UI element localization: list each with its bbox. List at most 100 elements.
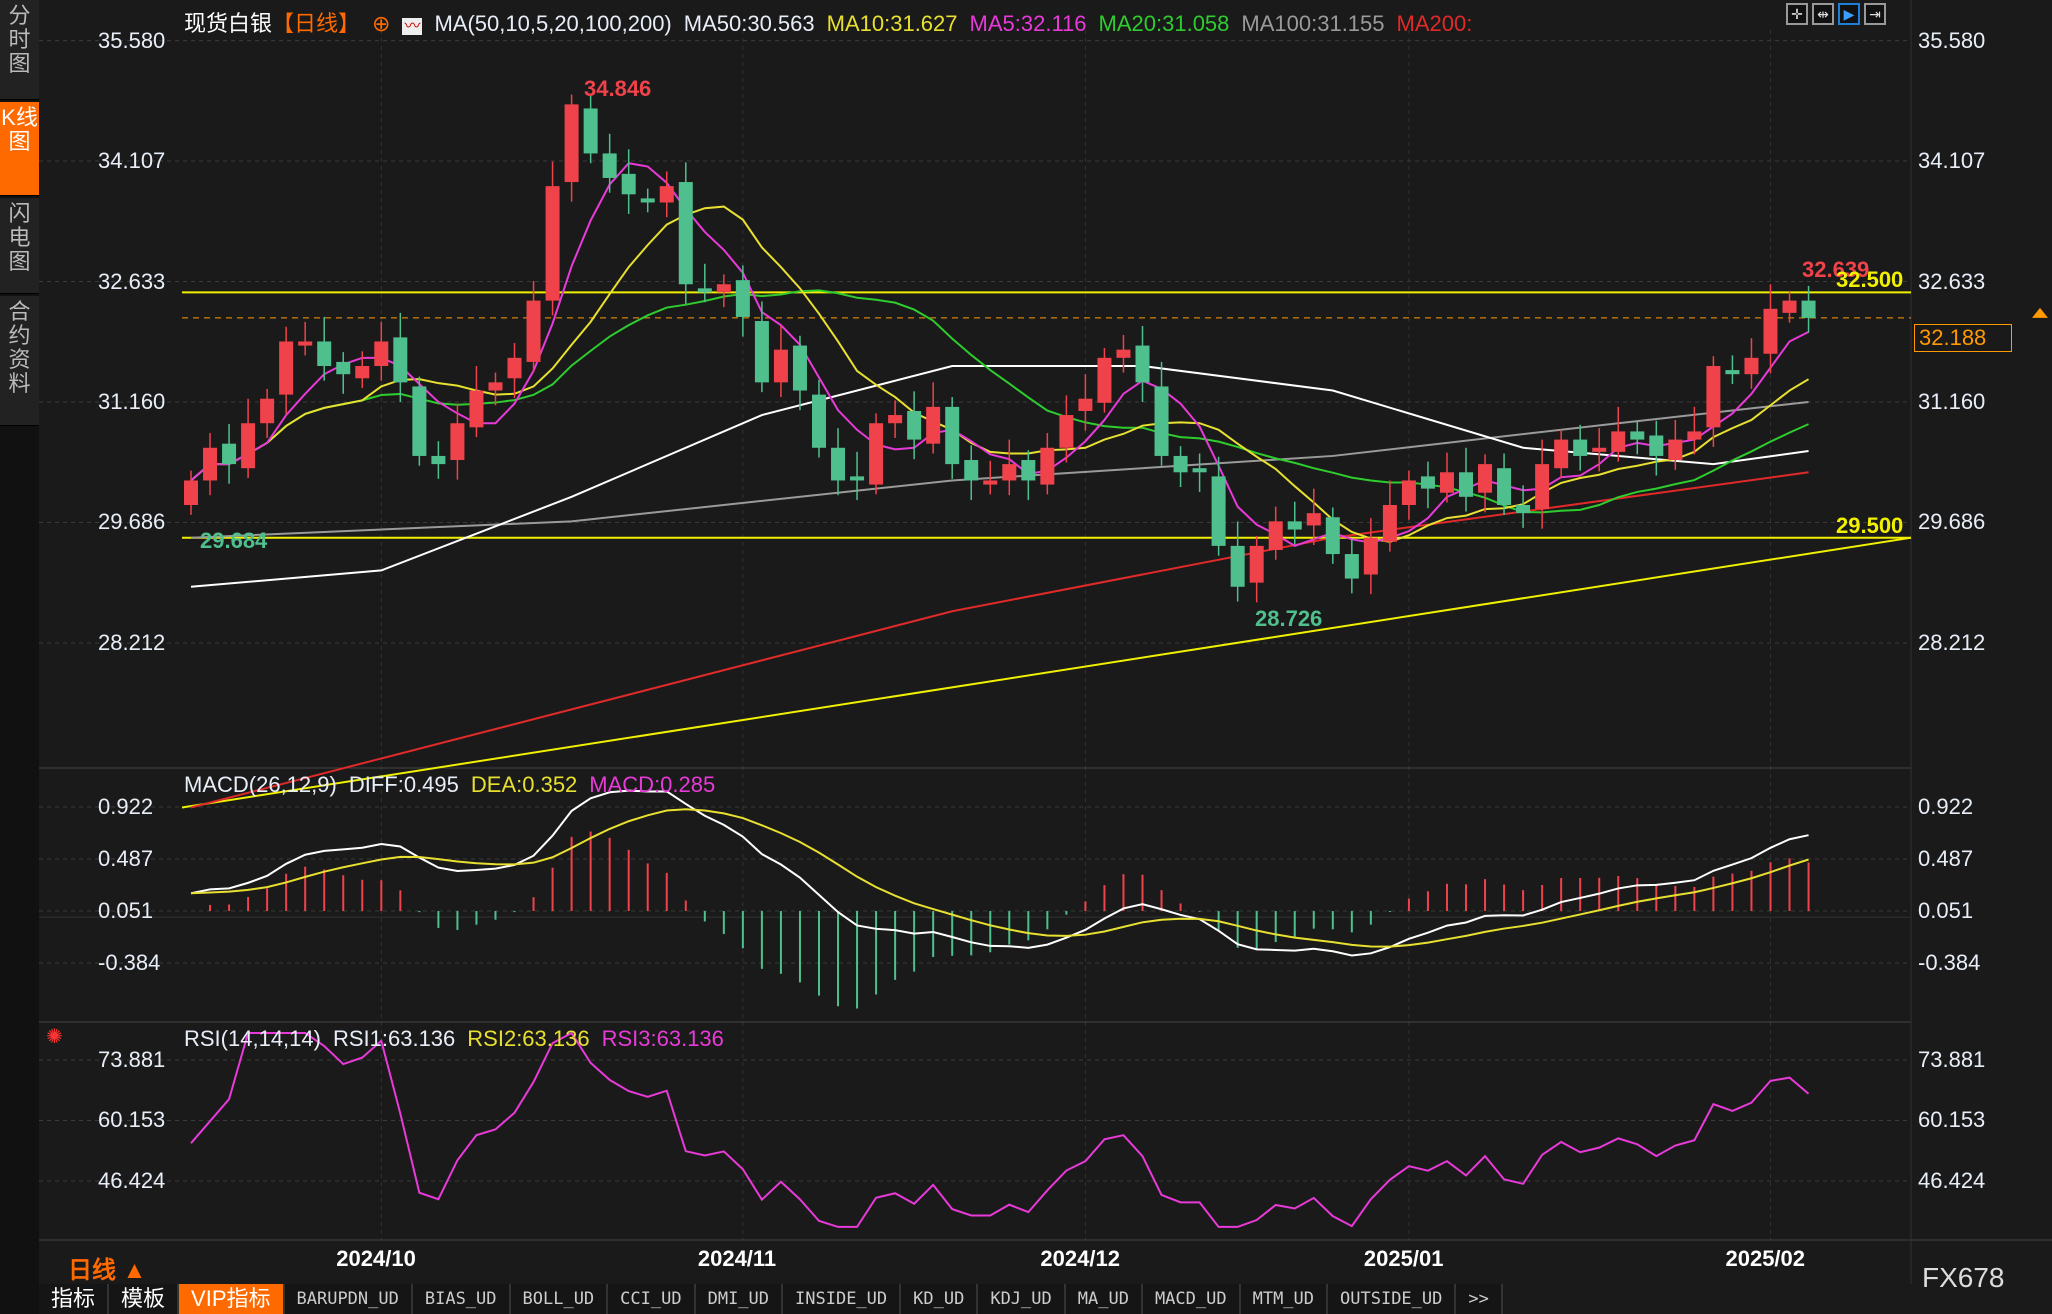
candle-body xyxy=(184,480,198,505)
indicator-tab[interactable]: MA_UD xyxy=(1065,1284,1143,1314)
add-circle-icon[interactable]: ⊕ xyxy=(372,11,391,36)
rsi-header: RSI(14,14,14) RSI1:63.136 RSI2:63.136 RSI3:… xyxy=(184,1026,736,1052)
candle-body xyxy=(1268,521,1283,550)
date-axis-label: 2024/10 xyxy=(336,1246,416,1271)
price-axis-label-left: 32.633 xyxy=(98,268,166,294)
rsi2-value: RSI2:63.136 xyxy=(467,1026,590,1051)
zoom-range-icon[interactable]: ⇹ xyxy=(1812,3,1834,25)
candle-body xyxy=(1554,439,1569,469)
candle-body xyxy=(1287,521,1302,530)
price-axis-label-left: 29.686 xyxy=(98,509,166,535)
ma50-value: MA50:30.563 xyxy=(683,11,815,36)
indicator-chart-icon[interactable]: 〰 xyxy=(402,18,423,35)
price-axis-label-left: 35.580 xyxy=(98,27,166,53)
play-icon[interactable]: ▶ xyxy=(1838,3,1860,25)
indicator-tab[interactable]: OUTSIDE_UD xyxy=(1328,1284,1457,1314)
candle-body xyxy=(1002,464,1017,481)
indicator-tab[interactable]: >> xyxy=(1456,1284,1503,1314)
indicator-tab[interactable]: KDJ_UD xyxy=(978,1284,1066,1314)
indicator-tab[interactable]: VIP指标 xyxy=(179,1284,285,1314)
left-low-label: 29.684 xyxy=(200,528,268,553)
indicator-tab[interactable]: CCI_UD xyxy=(608,1284,696,1314)
symbol-name: 现货白银 xyxy=(184,11,273,36)
candle-body xyxy=(659,186,674,203)
candle-body xyxy=(1173,455,1188,473)
rsi-title: RSI(14,14,14) xyxy=(184,1026,321,1051)
candle-body xyxy=(1154,386,1169,456)
candle-body xyxy=(888,415,903,424)
macd-title: MACD(26,12,9) xyxy=(184,772,337,797)
tab-flash[interactable]: 闪电图 xyxy=(0,198,39,294)
candle-body xyxy=(260,398,275,424)
tab-contract-info[interactable]: 合约资料 xyxy=(0,296,39,426)
macd-axis-label-right: 0.487 xyxy=(1918,845,1974,871)
candle-body xyxy=(907,410,922,440)
indicator-tab[interactable]: MTM_UD xyxy=(1240,1284,1329,1314)
candle-body xyxy=(1382,504,1397,542)
candle-body xyxy=(317,341,332,367)
crosshair-icon[interactable]: ✛ xyxy=(1786,3,1808,25)
candle-body xyxy=(1497,468,1512,505)
candle-body xyxy=(926,406,941,444)
candle-body xyxy=(241,423,256,469)
indicator-tab[interactable]: BIAS_UD xyxy=(412,1284,511,1314)
rsi-axis-label-left: 46.424 xyxy=(98,1168,166,1193)
indicator-tabs: 指标 模板 VIP指标 BARUPDN_UD BIAS_UD BOLL_UD CCI_UD D… xyxy=(39,1284,1503,1314)
candle-body xyxy=(1516,504,1531,514)
indicator-tab[interactable]: INSIDE_UD xyxy=(783,1284,902,1314)
low-price-label: 28.726 xyxy=(1255,606,1323,631)
rsi-line xyxy=(190,1031,1810,1228)
indicator-tab[interactable]: DMI_UD xyxy=(695,1284,784,1314)
candle-body xyxy=(850,476,865,481)
ma10-value: MA10:31.627 xyxy=(826,11,958,36)
indicator-tab[interactable]: 指标 xyxy=(39,1284,110,1314)
move-right-icon[interactable]: ⇥ xyxy=(1864,3,1886,25)
ma20-line xyxy=(190,289,1809,514)
candle-body xyxy=(1230,545,1245,587)
candle-body xyxy=(1649,435,1664,456)
candle-body xyxy=(983,480,998,485)
price-axis-label-right: 34.107 xyxy=(1918,148,1986,174)
tab-timeshare[interactable]: 分时图 xyxy=(0,0,39,100)
indicator-tab[interactable]: 模板 xyxy=(109,1284,180,1314)
candle-body xyxy=(831,447,846,481)
candle-body xyxy=(602,153,617,178)
candle-body xyxy=(583,108,598,154)
settings-sun-icon[interactable]: ✺ xyxy=(46,1026,63,1048)
tab-kline[interactable]: K线图 xyxy=(0,102,39,196)
ma20-value: MA20:31.058 xyxy=(1098,11,1230,36)
macd-axis-label-right: 0.922 xyxy=(1918,794,1974,819)
ma100-line xyxy=(190,400,1809,539)
candle-body xyxy=(203,447,218,481)
candle-body xyxy=(1363,537,1378,575)
indicator-tab[interactable]: BOLL_UD xyxy=(510,1284,609,1314)
candle-body xyxy=(374,341,389,367)
candle-body xyxy=(298,341,313,346)
rsi-axis-label-left: 60.153 xyxy=(98,1107,166,1133)
date-axis-label: 2024/11 xyxy=(697,1246,777,1271)
candle-body xyxy=(735,280,750,317)
date-axis-label: 2024/12 xyxy=(1040,1246,1120,1271)
candle-body xyxy=(469,390,484,428)
period-selector[interactable]: 日线 ▲ xyxy=(68,1257,147,1284)
candle-body xyxy=(222,443,237,465)
macd-axis-label-left: -0.384 xyxy=(98,950,161,975)
candle-body xyxy=(488,382,503,391)
macd-diff-line xyxy=(190,789,1809,957)
candle-body xyxy=(640,198,655,203)
price-axis-label-right: 28.212 xyxy=(1918,630,1986,655)
period-label: 【日线】 xyxy=(272,11,361,36)
candle-body xyxy=(1630,431,1645,440)
candle-body xyxy=(1725,370,1740,375)
candle-body xyxy=(1763,308,1778,354)
macd-dea-line xyxy=(190,808,1809,948)
macd-axis-label-left: 0.487 xyxy=(98,845,154,871)
candle-body xyxy=(964,460,979,481)
candle-body xyxy=(1706,366,1721,428)
ma10-line xyxy=(190,205,1810,543)
indicator-tab[interactable]: BARUPDN_UD xyxy=(284,1284,413,1314)
indicator-tab[interactable]: KD_UD xyxy=(901,1284,979,1314)
candle-body xyxy=(1439,472,1454,493)
indicator-tab[interactable]: MACD_UD xyxy=(1142,1284,1241,1314)
